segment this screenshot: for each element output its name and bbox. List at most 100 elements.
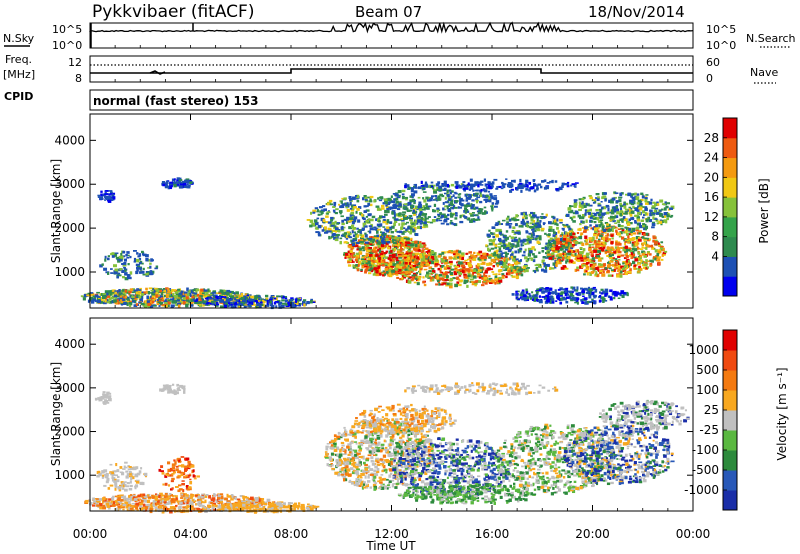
power-echo: [643, 267, 647, 269]
power-echo: [468, 196, 471, 200]
power-echo: [382, 274, 386, 277]
power-echo: [532, 212, 536, 215]
power-echo: [183, 291, 188, 295]
power-echo: [628, 247, 631, 250]
power-echo: [422, 276, 425, 279]
power-echo: [341, 219, 345, 223]
power-echo: [391, 200, 396, 204]
power-echo: [459, 220, 464, 224]
power-echo: [370, 268, 374, 273]
power-echo: [615, 241, 619, 244]
power-echo: [425, 203, 428, 206]
power-echo: [628, 218, 631, 222]
power-echo: [525, 290, 529, 294]
power-echo: [473, 251, 476, 255]
power-echo: [189, 294, 192, 298]
power-echo: [102, 296, 106, 299]
power-echo: [495, 249, 499, 252]
power-echo: [420, 258, 424, 262]
power-echo: [494, 202, 499, 205]
power-echo: [554, 235, 558, 238]
power-echo: [585, 252, 590, 256]
power-echo: [136, 252, 139, 255]
power-echo: [530, 226, 535, 229]
power-echo: [133, 250, 137, 252]
power-echo: [633, 241, 636, 245]
power-echo: [104, 195, 107, 198]
power-echo: [448, 250, 452, 253]
power-echo: [611, 228, 614, 233]
power-echo: [116, 275, 120, 279]
power-echo: [657, 250, 662, 253]
power-echo: [445, 217, 450, 220]
power-echo: [367, 260, 371, 264]
power-echo: [128, 300, 133, 303]
power-echo: [226, 298, 230, 303]
power-echo: [587, 212, 592, 215]
power-echo: [588, 195, 592, 197]
power-echo: [600, 288, 604, 291]
power-echo: [609, 215, 613, 219]
power-echo: [522, 240, 525, 244]
power-echo: [413, 272, 416, 276]
power-echo: [397, 190, 402, 194]
power-echo: [151, 293, 156, 297]
power-echo: [411, 276, 415, 280]
power-echo: [120, 255, 124, 259]
power-echo: [357, 230, 361, 233]
power-echo: [611, 209, 614, 212]
power-echo: [471, 219, 476, 223]
power-echo: [399, 268, 402, 272]
power-echo: [180, 290, 184, 294]
power-echo: [330, 230, 334, 234]
power-echo: [480, 254, 484, 257]
power-echo: [449, 271, 454, 275]
power-echo: [601, 227, 605, 231]
power-echo: [409, 238, 413, 241]
power-echo: [641, 246, 644, 249]
power-echo: [392, 273, 396, 275]
power-echo: [449, 192, 452, 195]
power-echo: [103, 295, 108, 298]
power-echo: [652, 216, 655, 220]
power-echo: [561, 256, 565, 260]
power-echo: [140, 302, 145, 306]
power-echo: [239, 303, 244, 306]
power-echo: [557, 230, 560, 234]
power-echo: [394, 243, 399, 247]
power-echo: [579, 223, 582, 226]
power-echo: [440, 267, 443, 270]
power-echo: [622, 216, 626, 219]
power-echo: [409, 264, 414, 267]
power-echo: [364, 262, 367, 265]
power-echo: [376, 262, 381, 265]
power-echo: [356, 248, 360, 251]
power-echo: [476, 252, 481, 256]
power-echo: [403, 203, 406, 206]
power-echo: [623, 201, 626, 204]
power-echo: [114, 253, 118, 257]
power-echo: [358, 206, 362, 209]
power-echo: [340, 200, 343, 204]
power-echo: [485, 244, 488, 247]
power-echo: [375, 259, 379, 263]
power-echo: [378, 208, 383, 211]
power-echo: [106, 298, 110, 302]
power-echo: [365, 239, 368, 241]
power-echo: [310, 300, 313, 304]
power-echo: [339, 237, 343, 240]
power-echo: [659, 214, 663, 217]
power-echo: [170, 289, 173, 293]
power-echo: [526, 241, 530, 245]
power-echo: [406, 241, 410, 245]
power-echo: [496, 256, 500, 261]
power-echo: [107, 257, 110, 261]
power-echo: [380, 258, 384, 262]
power-echo: [565, 214, 570, 217]
power-echo: [631, 201, 635, 204]
power-echo: [378, 239, 383, 242]
power-echo: [221, 289, 226, 293]
power-echo: [404, 196, 409, 199]
power-echo: [194, 301, 197, 305]
power-echo: [422, 281, 425, 284]
